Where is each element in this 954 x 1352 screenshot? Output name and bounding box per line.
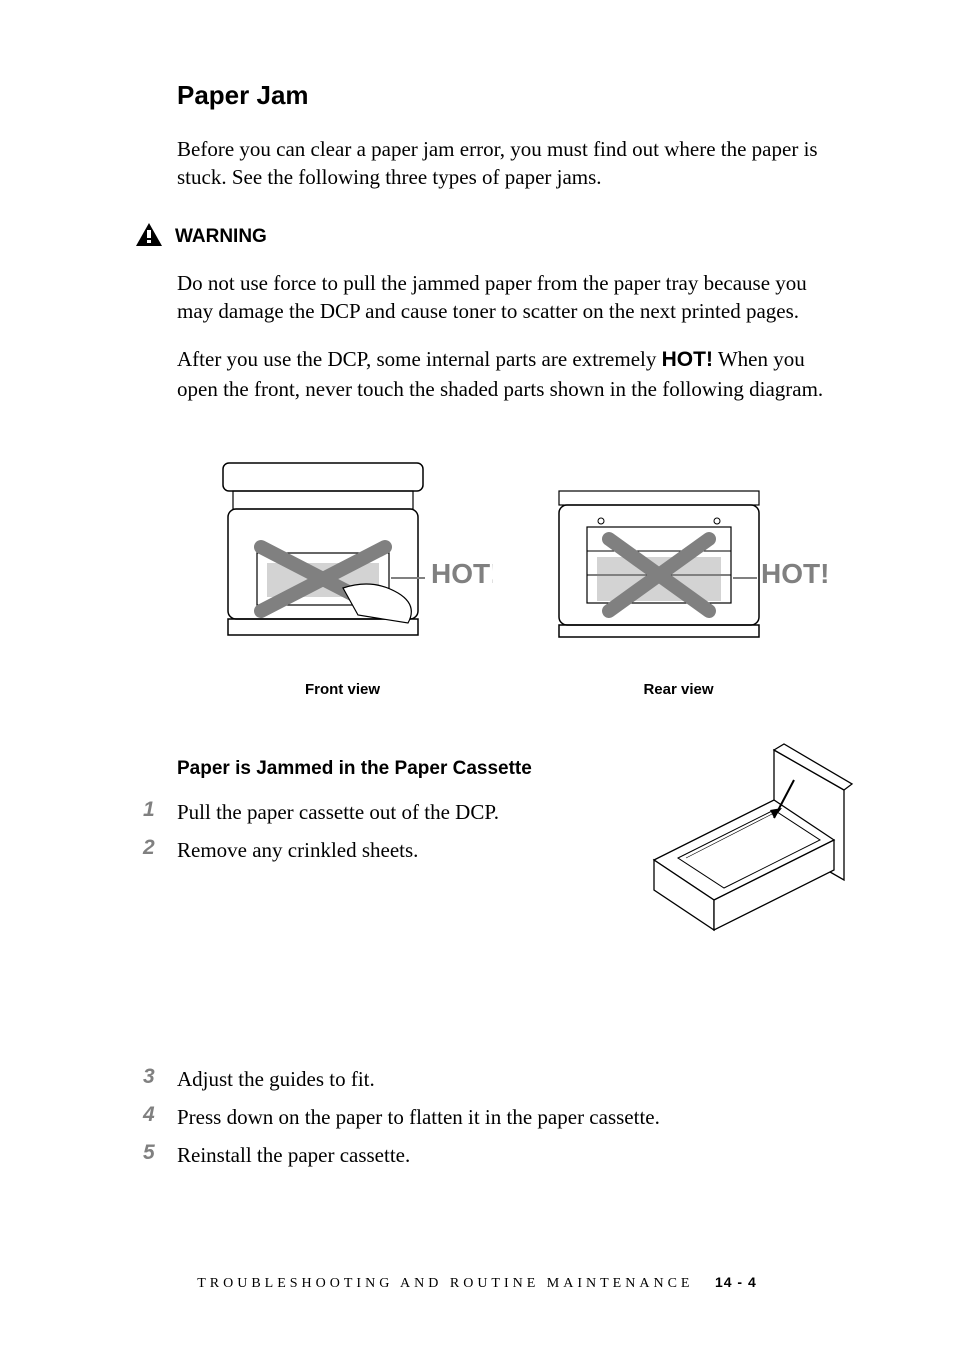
step-num-3: 3 [135,1065,177,1089]
step-num-5: 5 [135,1141,177,1165]
warning-icon [135,222,163,253]
step-num-4: 4 [135,1103,177,1127]
step-num-2: 2 [135,836,177,860]
diagrams-row: HOT! Front view HOT! Rear view [177,443,844,698]
front-caption: Front view [305,681,380,698]
page-heading: Paper Jam [177,80,844,111]
footer-page-number: 14 - 4 [715,1274,757,1290]
printer-front-svg: HOT! [193,443,493,673]
printer-rear-svg: HOT! [529,443,829,673]
diagram-rear: HOT! Rear view [529,443,829,698]
step-text-1: Pull the paper cassette out of the DCP. [177,798,499,826]
warning-label: WARNING [175,226,267,248]
warning-hot-word: HOT! [662,348,713,371]
step-3: 3 Adjust the guides to fit. [135,1065,844,1093]
warning-paragraph-1: Do not use force to pull the jammed pape… [177,269,844,326]
warning-paragraph-2: After you use the DCP, some internal par… [177,345,844,403]
warning-p2-text-a: After you use the DCP, some internal par… [177,347,662,371]
step-text-5: Reinstall the paper cassette. [177,1141,410,1169]
footer-section: TROUBLESHOOTING AND ROUTINE MAINTENANCE [197,1276,693,1291]
step-4: 4 Press down on the paper to flatten it … [135,1103,844,1131]
step-num-1: 1 [135,798,177,822]
hot-label-rear: HOT! [761,558,829,589]
rear-caption: Rear view [643,681,713,698]
page-footer: TROUBLESHOOTING AND ROUTINE MAINTENANCE … [0,1274,954,1292]
paper-cassette-diagram [624,740,854,955]
warning-header: WARNING [135,222,844,253]
warning-body: Do not use force to pull the jammed pape… [135,269,844,403]
step-text-4: Press down on the paper to flatten it in… [177,1103,660,1131]
step-text-3: Adjust the guides to fit. [177,1065,375,1093]
intro-paragraph: Before you can clear a paper jam error, … [177,135,844,192]
step-text-2: Remove any crinkled sheets. [177,836,418,864]
steps-list-2: 3 Adjust the guides to fit. 4 Press down… [135,1065,844,1170]
hot-label-front: HOT! [431,558,493,589]
diagram-front: HOT! Front view [193,443,493,698]
step-5: 5 Reinstall the paper cassette. [135,1141,844,1169]
